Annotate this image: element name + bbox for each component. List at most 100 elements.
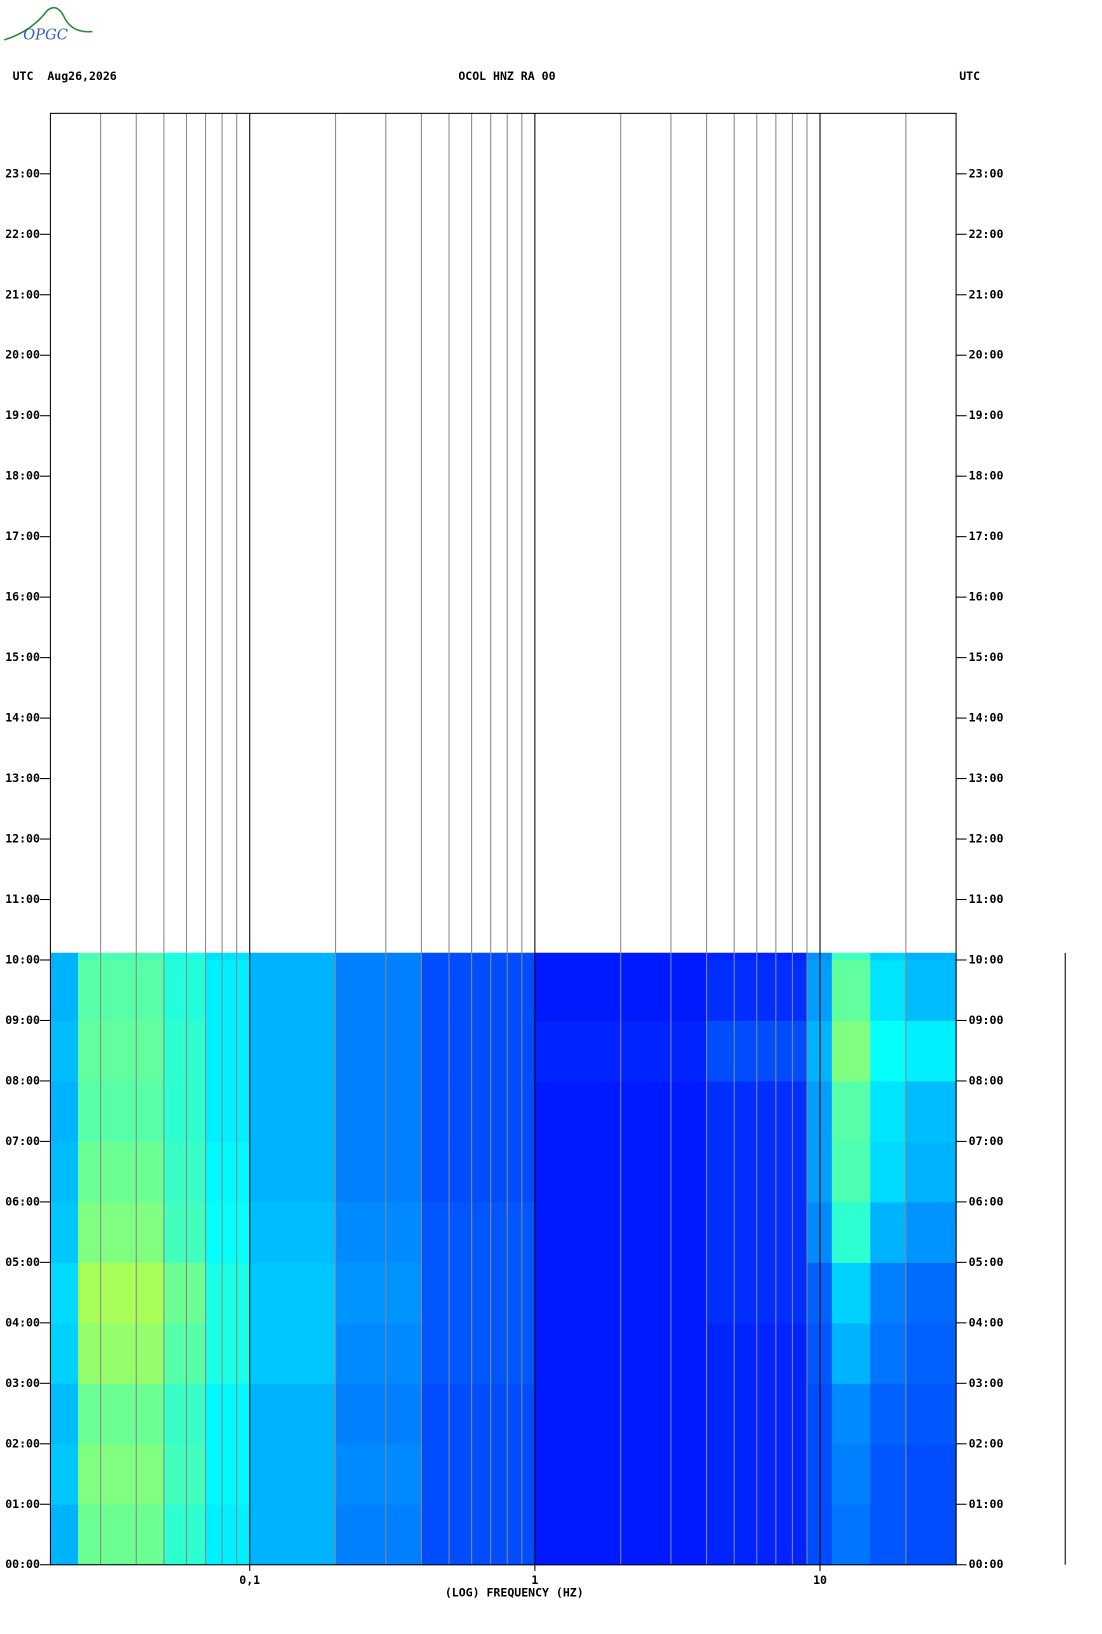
y-tick-label: 11:00	[5, 892, 40, 906]
spectrogram-cell	[50, 1141, 79, 1203]
y-tick-label: 05:00	[5, 1255, 40, 1269]
spectrogram-cell	[831, 1262, 871, 1324]
spectrogram-cell	[78, 1262, 165, 1324]
spectrogram-cell	[831, 952, 871, 961]
y-tick-label-right: 04:00	[969, 1315, 1004, 1329]
y-tick-label: 15:00	[5, 650, 40, 664]
spectrogram-cell	[421, 1443, 536, 1505]
spectrogram-cell	[50, 952, 79, 961]
spectrogram-cell	[249, 1020, 337, 1082]
spectrogram-cell	[905, 959, 957, 1021]
y-tick-label-right: 15:00	[969, 650, 1004, 664]
y-tick-label-right: 08:00	[969, 1073, 1004, 1087]
spectrogram-cell	[831, 1020, 871, 1082]
y-tick-label-right: 19:00	[969, 408, 1004, 422]
y-tick-label-right: 09:00	[969, 1013, 1004, 1027]
y-tick-label: 18:00	[5, 469, 40, 483]
spectrogram-cell	[870, 1201, 907, 1263]
spectrogram-cell	[163, 1141, 207, 1203]
spectrogram-cell	[421, 959, 536, 1021]
spectrogram-cell	[335, 1201, 422, 1263]
spectrogram-cell	[335, 1141, 422, 1203]
spectrogram-cell	[905, 1262, 957, 1324]
spectrogram-cell	[78, 1504, 165, 1566]
spectrogram-cell	[163, 1080, 207, 1142]
spectrogram-cell	[870, 1504, 907, 1566]
spectrogram-cell	[831, 1201, 871, 1263]
spectrogram-cell	[163, 1020, 207, 1082]
x-axis-label: (LOG) FREQUENCY (HZ)	[445, 1586, 584, 1600]
spectrogram-cell	[205, 1080, 251, 1142]
y-tick-label-right: 03:00	[969, 1376, 1004, 1390]
spectrogram-cell	[335, 952, 422, 961]
spectrogram-cell	[50, 1504, 79, 1566]
spectrogram-cell	[421, 1322, 536, 1384]
spectrogram-cell	[205, 1504, 251, 1566]
spectrogram-cell	[78, 952, 165, 961]
spectrogram-cell	[163, 1322, 207, 1384]
y-tick-label: 21:00	[5, 287, 40, 301]
y-tick-label-right: 18:00	[969, 469, 1004, 483]
spectrogram-cell	[870, 1262, 907, 1324]
y-tick-label: 19:00	[5, 408, 40, 422]
spectrogram-cell	[249, 1383, 337, 1445]
spectrogram-cell	[870, 1020, 907, 1082]
spectrogram-cell	[905, 1383, 957, 1445]
y-tick-label: 10:00	[5, 952, 40, 966]
y-tick-label: 09:00	[5, 1013, 40, 1027]
spectrogram-cell	[205, 1383, 251, 1445]
spectrogram-cell	[870, 959, 907, 1021]
chart-title: OCOL HNZ RA 00	[458, 69, 555, 83]
spectrogram-cell	[335, 1020, 422, 1082]
spectrogram-cell	[421, 1141, 536, 1203]
spectrogram-cell	[249, 1504, 337, 1566]
spectrogram-cell	[905, 1080, 957, 1142]
left-header: UTC Aug26,2026	[13, 69, 117, 83]
y-tick-label: 16:00	[5, 590, 40, 604]
spectrogram-cell	[335, 1504, 422, 1566]
y-tick-label-right: 22:00	[969, 227, 1004, 241]
spectrogram-cell	[831, 1080, 871, 1142]
y-tick-label-right: 12:00	[969, 832, 1004, 846]
y-tick-label: 14:00	[5, 711, 40, 725]
spectrogram-cell	[831, 1504, 871, 1566]
spectrogram-cell	[249, 1322, 337, 1384]
y-tick-label: 06:00	[5, 1194, 40, 1208]
spectrogram-cell	[870, 1383, 907, 1445]
spectrogram-cell	[905, 1020, 957, 1082]
spectrogram-cell	[78, 1080, 165, 1142]
y-tick-label: 00:00	[5, 1557, 40, 1571]
spectrogram-cell	[249, 1201, 337, 1263]
y-tick-label: 08:00	[5, 1073, 40, 1087]
spectrogram-cell	[421, 1262, 536, 1324]
spectrogram-cell	[205, 1020, 251, 1082]
spectrogram-cell	[421, 1504, 536, 1566]
spectrogram-cell	[163, 1262, 207, 1324]
y-tick-label: 22:00	[5, 227, 40, 241]
spectrogram-cell	[421, 1080, 536, 1142]
spectrogram-cell	[205, 952, 251, 961]
spectrogram-cell	[421, 952, 536, 961]
spectrogram-cell	[50, 1322, 79, 1384]
y-tick-label: 13:00	[5, 771, 40, 785]
spectrogram-cell	[421, 1020, 536, 1082]
spectrogram-cell	[831, 1443, 871, 1505]
x-tick-label: 10	[813, 1573, 827, 1587]
spectrogram-cell	[50, 959, 79, 1021]
spectrogram-cell	[50, 1262, 79, 1324]
y-tick-label-right: 16:00	[969, 590, 1004, 604]
spectrogram-cell	[78, 959, 165, 1021]
spectrogram-cell	[335, 1322, 422, 1384]
y-tick-label: 20:00	[5, 348, 40, 362]
spectrogram-cell	[335, 1443, 422, 1505]
spectrogram-cell	[205, 1443, 251, 1505]
spectrogram-cell	[335, 1080, 422, 1142]
spectrogram-cell	[831, 1383, 871, 1445]
spectrogram-cell	[335, 1262, 422, 1324]
spectrogram-cell	[78, 1141, 165, 1203]
y-tick-label-right: 13:00	[969, 771, 1004, 785]
spectrogram-cell	[50, 1080, 79, 1142]
spectrogram-cell	[163, 1201, 207, 1263]
y-tick-label: 02:00	[5, 1436, 40, 1450]
spectrogram-cell	[905, 1322, 957, 1384]
